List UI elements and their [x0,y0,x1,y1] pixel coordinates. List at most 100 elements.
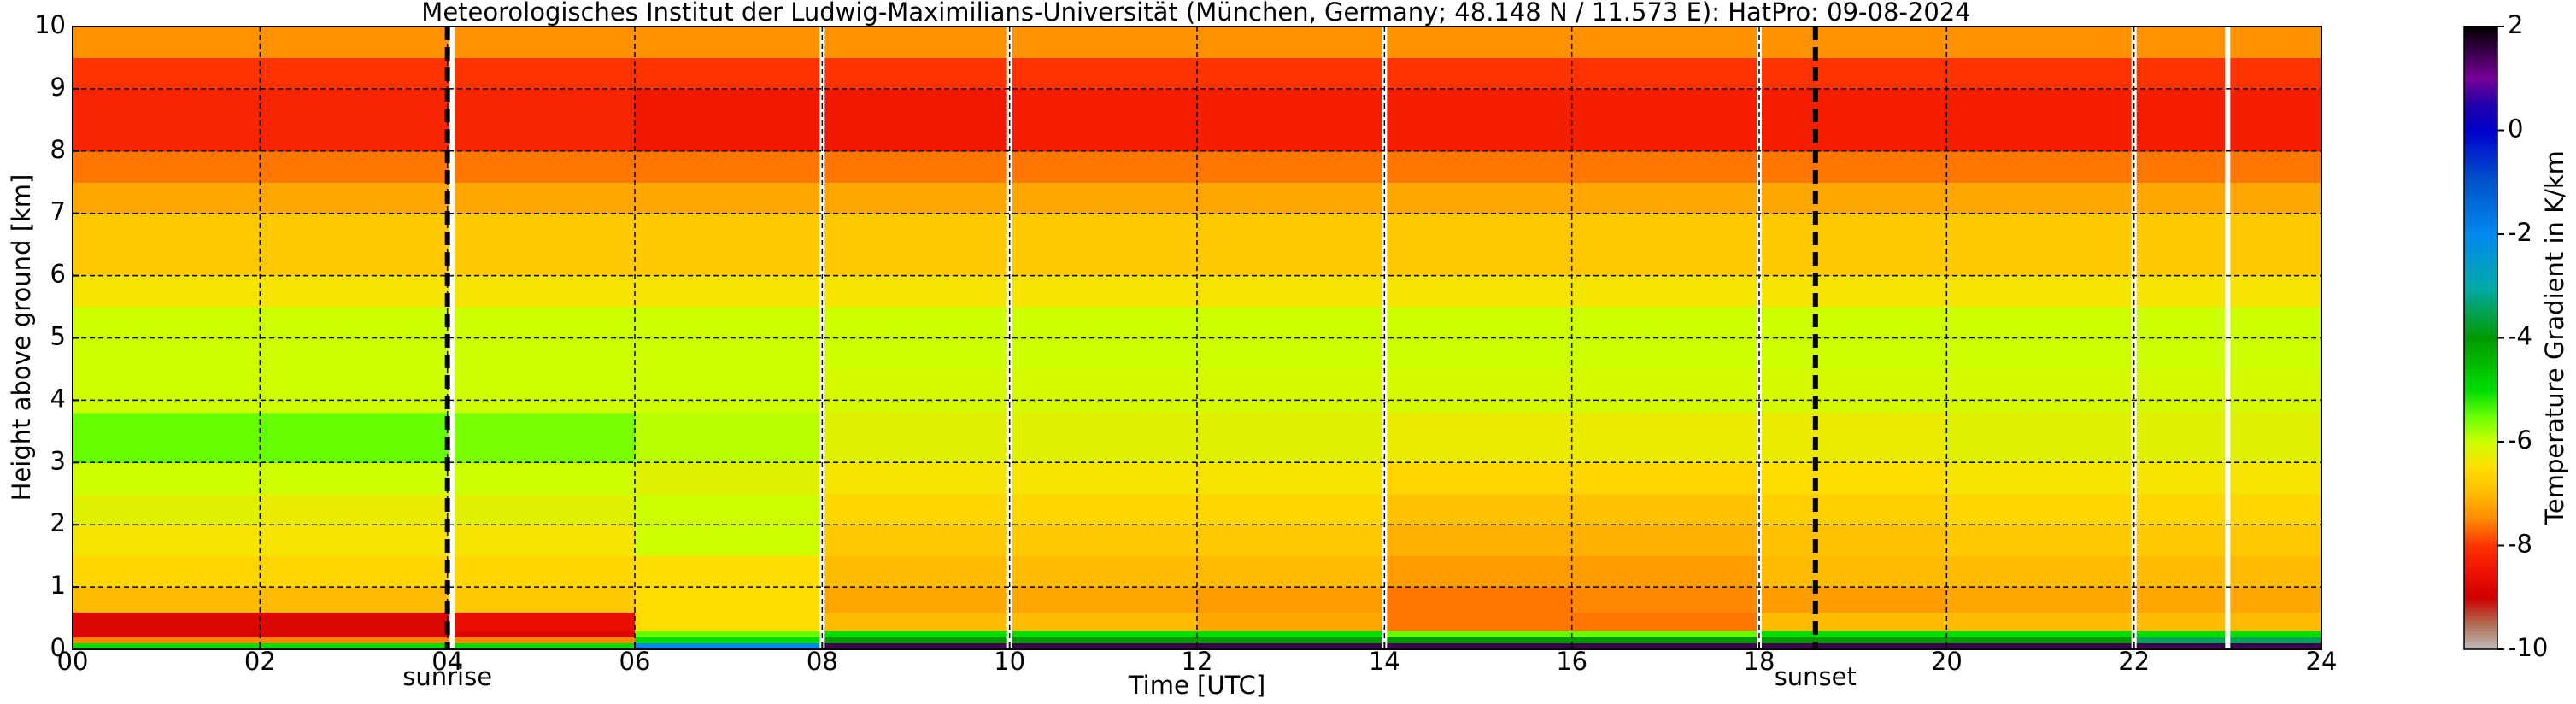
colorbar-segment [2464,153,2497,157]
colorbar-segment [2464,530,2497,533]
colorbar-segment [2464,636,2497,640]
heatmap-cell [447,631,636,637]
colorbar-segment [2464,470,2497,473]
colorbar-segment [2464,348,2497,352]
heatmap-cell [447,612,636,631]
heatmap-cell [1946,587,2135,613]
colorbar-segment [2464,590,2497,593]
colorbar-segment [2464,442,2497,445]
annotation-label: sunrise [402,662,492,691]
heatmap-cell [1759,412,1947,463]
heatmap-cell [822,555,1011,588]
colorbar-segment [2464,195,2497,198]
heatmap-cell [1571,88,1760,152]
colorbar-segment [2464,573,2497,578]
heatmap-cell [1384,587,1573,613]
chart-title: Meteorologisches Institut der Ludwig-Max… [421,0,1970,26]
colorbar-segment [2464,325,2497,328]
heatmap-cell [73,275,261,308]
x-tick-label: 20 [1931,647,1963,676]
colorbar-segment [2464,332,2497,336]
heatmap-cell [1759,555,1947,588]
heatmap-cell [635,213,823,277]
heatmap-cell [1946,275,2135,308]
colorbar-segment [2464,628,2497,632]
colorbar-segment [2464,169,2497,173]
heatmap-cell [73,213,261,277]
colorbar-segment [2464,613,2497,617]
x-tick-label: 04 [431,647,463,676]
heatmap-cell [1197,182,1385,214]
heatmap-cell [1946,182,2135,214]
colorbar-segment [2464,174,2497,178]
heatmap-cell [822,637,1011,644]
colorbar-segment [2464,32,2497,35]
colorbar-segment [2464,200,2497,204]
y-tick-label: 0 [50,633,66,662]
colorbar-segment [2464,483,2497,487]
heatmap-cell [260,612,449,631]
colorbar-segment [2464,309,2497,313]
colorbar-segment [2464,428,2497,432]
colorbar-segment [2464,576,2497,580]
heatmap-cell [73,88,261,152]
colorbar-segment [2464,249,2497,253]
annotation-label: sunset [1775,662,1857,691]
colorbar-segment [2464,247,2497,250]
heatmap-cell [1009,213,1198,277]
plot-frame [72,26,2322,650]
heatmap-cell [1759,637,1947,644]
colorbar-segment [2464,413,2497,417]
heatmap-cell [1946,612,2135,631]
colorbar-segment [2464,363,2497,367]
heatmap-cell [1197,462,1385,495]
heatmap-cell [1197,642,1385,650]
colorbar-segment [2464,140,2497,144]
heatmap-cell [260,525,449,557]
colorbar-segment [2464,560,2497,565]
colorbar-segment [2464,122,2497,126]
heatmap-cell [447,555,636,588]
colorbar-segment [2464,42,2497,45]
colorbar-segment [2464,600,2497,603]
heatmap-cell [1571,612,1760,631]
heatmap-cell [1384,412,1573,463]
heatmap-cell [1197,637,1385,644]
heatmap-cell [447,462,636,495]
heatmap-cell [635,555,823,588]
heatmap-cell [1009,631,1198,637]
heatmap-cell [1571,631,1760,637]
colorbar-segment [2464,597,2497,601]
heatmap-cell [1571,555,1760,588]
colorbar-segment [2464,415,2497,419]
colorbar-segment [2464,506,2497,510]
colorbar-segment [2464,185,2497,188]
heatmap-cell [635,587,823,613]
heatmap-cell [1197,275,1385,308]
colorbar-segment [2464,275,2497,279]
colorbar-segment [2464,145,2497,150]
colorbar-segment [2464,514,2497,518]
heatmap-cell [1197,88,1385,152]
colorbar-segment [2464,519,2497,523]
heatmap-cell [1384,26,1573,58]
colorbar-segment [2464,498,2497,502]
colorbar-segment [2464,449,2497,453]
heatmap-cell [447,412,636,463]
colorbar-segment [2464,623,2497,627]
colorbar-segment [2464,527,2497,531]
heatmap-cell [822,26,1011,58]
colorbar-segment [2464,571,2497,575]
colorbar-segment [2464,132,2497,137]
heatmap-cell [73,493,261,525]
colorbar-segment [2464,97,2497,100]
colorbar-tick-label: -10 [2508,633,2548,662]
heatmap-cell [635,525,823,557]
x-tick-label: 24 [2306,647,2338,676]
heatmap-cell [1571,587,1760,613]
heatmap-cell [447,275,636,308]
colorbar-segment [2464,218,2497,222]
colorbar-segment [2464,522,2497,525]
heatmap-cell [635,275,823,308]
